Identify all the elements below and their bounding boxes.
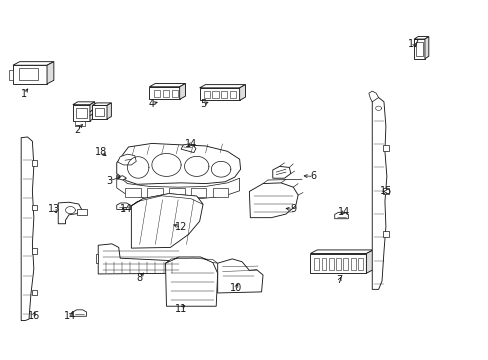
- Polygon shape: [98, 244, 181, 274]
- Polygon shape: [118, 176, 126, 180]
- Bar: [350, 258, 355, 270]
- Text: 16: 16: [28, 311, 40, 320]
- Polygon shape: [149, 84, 185, 87]
- Text: 6: 6: [310, 171, 316, 181]
- Bar: [147, 188, 162, 197]
- Polygon shape: [47, 62, 54, 84]
- Polygon shape: [13, 62, 54, 65]
- Text: 11: 11: [175, 304, 187, 314]
- Bar: [168, 188, 184, 197]
- Polygon shape: [75, 121, 85, 126]
- Polygon shape: [131, 194, 203, 248]
- Bar: [383, 188, 388, 194]
- Bar: [383, 145, 388, 151]
- Bar: [32, 248, 37, 253]
- Text: 9: 9: [289, 204, 296, 215]
- Polygon shape: [73, 310, 86, 316]
- Polygon shape: [217, 259, 263, 293]
- Polygon shape: [368, 91, 378, 102]
- Bar: [154, 90, 160, 97]
- Polygon shape: [131, 194, 203, 206]
- Bar: [32, 160, 37, 166]
- Bar: [203, 91, 209, 98]
- Polygon shape: [249, 183, 298, 218]
- Text: 3: 3: [106, 176, 112, 186]
- Bar: [95, 108, 104, 116]
- Bar: [383, 231, 388, 237]
- Text: 17: 17: [407, 39, 420, 49]
- Bar: [73, 105, 90, 121]
- Text: 15: 15: [379, 186, 391, 197]
- Text: 2: 2: [74, 125, 80, 135]
- Polygon shape: [424, 37, 428, 59]
- Bar: [328, 258, 333, 270]
- Polygon shape: [21, 137, 34, 320]
- Polygon shape: [117, 203, 130, 210]
- Polygon shape: [90, 102, 95, 121]
- Text: 13: 13: [48, 204, 61, 215]
- Polygon shape: [92, 103, 111, 105]
- Bar: [413, 39, 424, 59]
- Bar: [163, 90, 168, 97]
- Polygon shape: [366, 250, 372, 273]
- Text: 7: 7: [336, 275, 342, 285]
- Polygon shape: [199, 85, 245, 88]
- Polygon shape: [272, 166, 290, 178]
- Bar: [125, 188, 141, 197]
- Text: 5: 5: [200, 99, 206, 109]
- Bar: [415, 42, 422, 56]
- Bar: [310, 253, 366, 273]
- Bar: [199, 88, 239, 100]
- Polygon shape: [371, 98, 386, 289]
- Text: 14: 14: [184, 139, 197, 149]
- Text: 4: 4: [148, 99, 155, 109]
- Bar: [32, 205, 37, 211]
- Polygon shape: [310, 250, 372, 253]
- Text: 14: 14: [120, 204, 132, 215]
- Bar: [19, 68, 38, 80]
- Bar: [335, 258, 340, 270]
- Bar: [212, 91, 218, 98]
- Bar: [357, 258, 362, 270]
- Polygon shape: [77, 210, 87, 215]
- Bar: [321, 258, 326, 270]
- Bar: [171, 90, 177, 97]
- Text: 1: 1: [21, 89, 27, 99]
- Text: 14: 14: [338, 207, 350, 217]
- Bar: [343, 258, 347, 270]
- Polygon shape: [413, 37, 428, 39]
- Polygon shape: [165, 257, 217, 306]
- Bar: [32, 290, 37, 296]
- Text: 12: 12: [175, 222, 187, 232]
- Polygon shape: [239, 85, 245, 100]
- Polygon shape: [96, 253, 98, 263]
- Bar: [13, 65, 47, 84]
- Text: 10: 10: [229, 283, 242, 293]
- Polygon shape: [107, 103, 111, 119]
- Text: 18: 18: [94, 147, 106, 157]
- Polygon shape: [181, 144, 196, 153]
- Polygon shape: [179, 84, 185, 99]
- Bar: [92, 105, 107, 119]
- Bar: [314, 258, 319, 270]
- Bar: [76, 108, 86, 118]
- Polygon shape: [165, 257, 217, 263]
- Text: 14: 14: [63, 311, 76, 320]
- Polygon shape: [9, 70, 13, 80]
- Bar: [229, 91, 236, 98]
- Polygon shape: [118, 154, 136, 165]
- Bar: [221, 91, 227, 98]
- Text: 8: 8: [136, 273, 142, 283]
- Polygon shape: [117, 175, 239, 199]
- Bar: [212, 188, 228, 197]
- Polygon shape: [334, 212, 347, 219]
- Bar: [190, 188, 206, 197]
- Polygon shape: [117, 143, 240, 184]
- Bar: [149, 87, 179, 99]
- Polygon shape: [58, 202, 81, 224]
- Polygon shape: [73, 102, 95, 105]
